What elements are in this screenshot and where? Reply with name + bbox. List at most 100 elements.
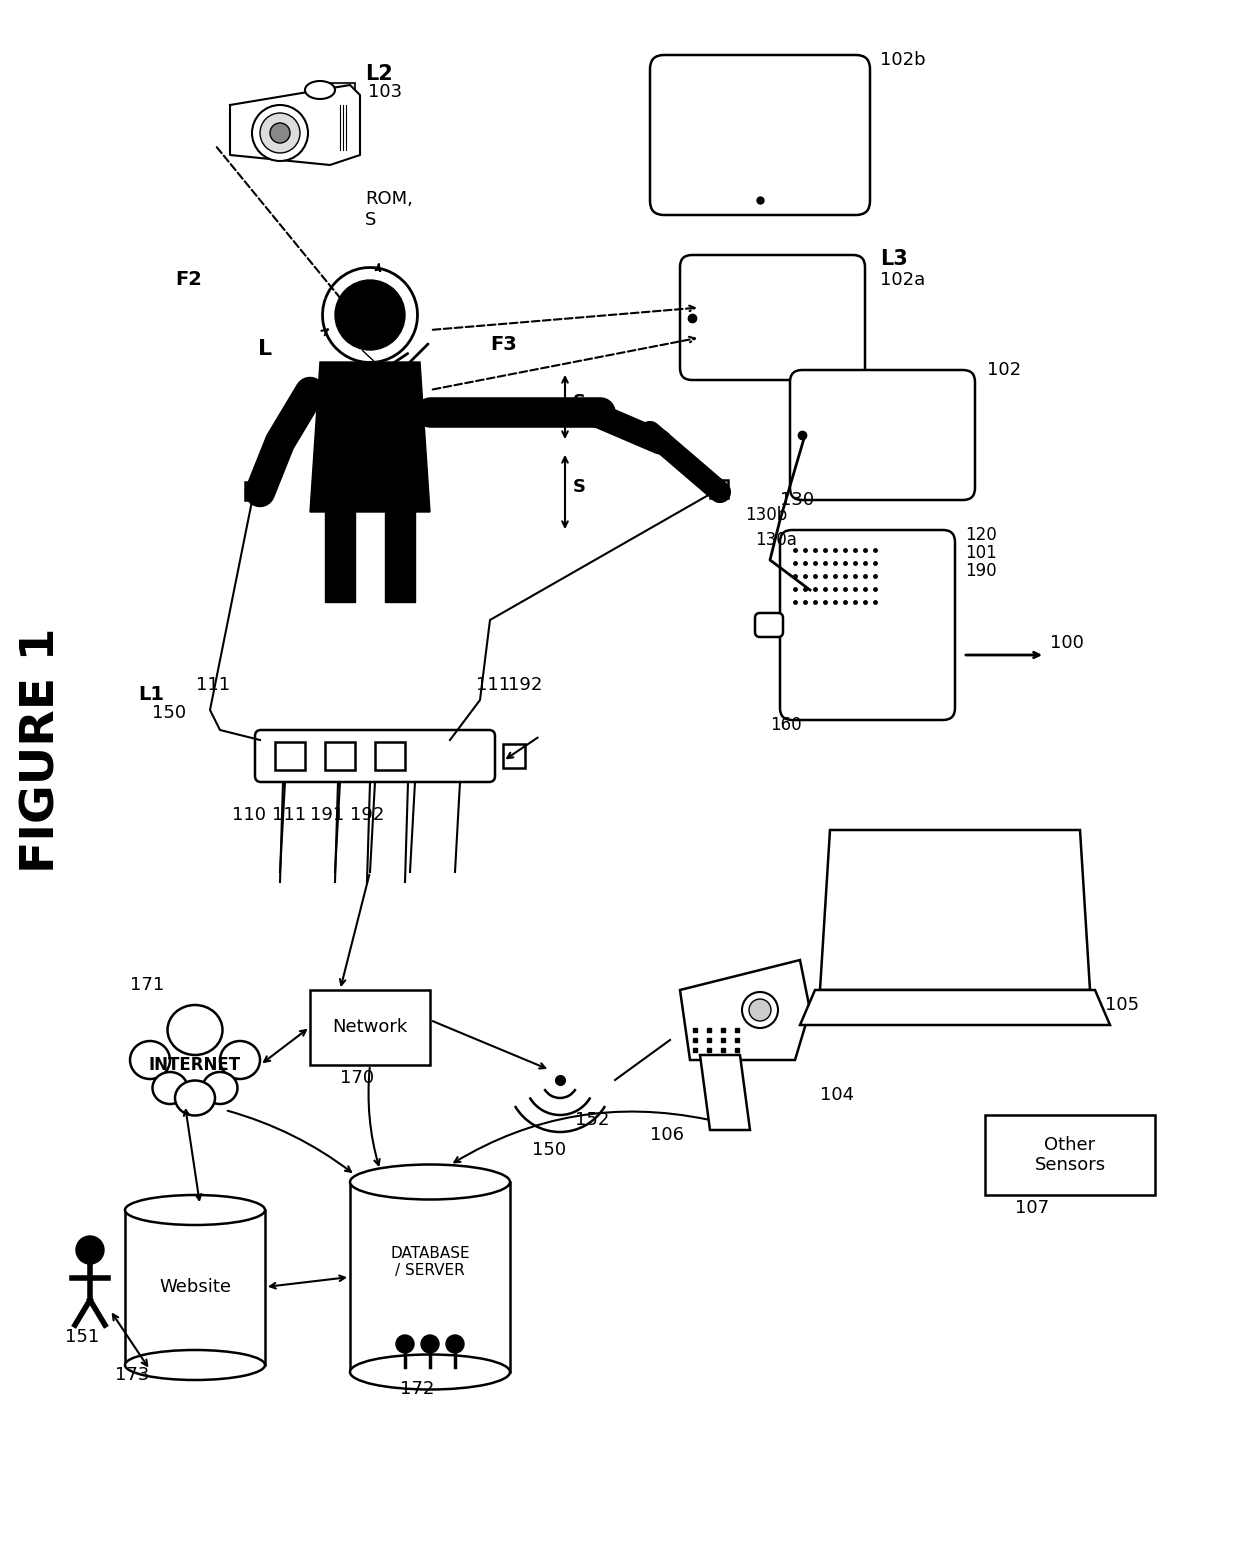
Text: F3: F3: [490, 336, 517, 354]
Text: ROM,
S: ROM, S: [365, 190, 413, 229]
Text: L: L: [258, 339, 272, 359]
Bar: [837, 998, 856, 1002]
Bar: [947, 1012, 965, 1016]
Text: Other
Sensors: Other Sensors: [1034, 1135, 1106, 1174]
Text: L3: L3: [880, 249, 908, 269]
Text: 101: 101: [965, 545, 997, 562]
Text: 107: 107: [1016, 1199, 1049, 1217]
Bar: [1035, 998, 1053, 1002]
Ellipse shape: [305, 80, 335, 99]
Bar: [315, 84, 355, 104]
Ellipse shape: [125, 1351, 265, 1380]
Text: 130a: 130a: [755, 531, 797, 549]
Text: 172: 172: [401, 1380, 434, 1398]
FancyBboxPatch shape: [650, 56, 870, 215]
Text: S: S: [573, 478, 587, 497]
Bar: [859, 1019, 877, 1024]
Bar: [325, 743, 355, 770]
Bar: [968, 1019, 987, 1024]
Text: 171: 171: [130, 976, 164, 995]
Ellipse shape: [130, 1041, 170, 1078]
Text: 150: 150: [153, 704, 186, 722]
FancyBboxPatch shape: [755, 613, 782, 637]
Circle shape: [76, 1236, 104, 1264]
Bar: [859, 1006, 877, 1010]
Bar: [968, 1012, 987, 1016]
Bar: [1013, 1006, 1030, 1010]
Polygon shape: [701, 1055, 750, 1129]
Text: 111: 111: [476, 676, 510, 695]
Text: INTERNET: INTERNET: [149, 1057, 241, 1074]
Bar: [859, 1012, 877, 1016]
Text: 151: 151: [64, 1327, 99, 1346]
Polygon shape: [680, 961, 810, 1060]
Text: 111: 111: [272, 806, 306, 825]
Bar: [1035, 1012, 1053, 1016]
Bar: [1035, 1006, 1053, 1010]
Text: DATABASE
/ SERVER: DATABASE / SERVER: [391, 1245, 470, 1278]
Text: 190: 190: [965, 562, 997, 580]
Bar: [991, 1012, 1009, 1016]
Ellipse shape: [125, 1194, 265, 1225]
Bar: [903, 1012, 921, 1016]
Circle shape: [446, 1335, 464, 1354]
Text: 192: 192: [508, 676, 542, 695]
Ellipse shape: [219, 1041, 260, 1078]
Text: 110: 110: [232, 806, 267, 825]
Polygon shape: [362, 350, 378, 365]
Text: 102: 102: [987, 360, 1021, 379]
Bar: [991, 1006, 1009, 1010]
Bar: [711, 480, 728, 498]
Circle shape: [396, 1335, 414, 1354]
FancyBboxPatch shape: [790, 370, 975, 500]
Text: 104: 104: [820, 1086, 854, 1105]
Text: Network: Network: [332, 1018, 408, 1036]
Bar: [815, 1006, 833, 1010]
Bar: [947, 1019, 965, 1024]
Bar: [1013, 1019, 1030, 1024]
FancyBboxPatch shape: [780, 531, 955, 719]
Polygon shape: [325, 501, 355, 602]
Bar: [350, 1182, 510, 1372]
Text: 102b: 102b: [880, 51, 925, 70]
Circle shape: [335, 280, 405, 350]
Bar: [985, 1115, 1154, 1194]
Bar: [246, 483, 263, 500]
Text: 105: 105: [1105, 996, 1140, 1013]
Bar: [815, 1012, 833, 1016]
Text: 191: 191: [310, 806, 345, 825]
Bar: [310, 990, 430, 1064]
Text: 170: 170: [340, 1069, 374, 1088]
Bar: [275, 743, 305, 770]
Text: FIGURE 1: FIGURE 1: [20, 627, 64, 873]
Bar: [1013, 998, 1030, 1002]
Ellipse shape: [350, 1165, 510, 1199]
Bar: [837, 1006, 856, 1010]
Text: F2: F2: [175, 271, 202, 289]
Bar: [925, 1006, 942, 1010]
Ellipse shape: [175, 1080, 215, 1115]
Bar: [903, 998, 921, 1002]
Text: L1: L1: [138, 685, 164, 704]
Bar: [374, 743, 405, 770]
Polygon shape: [229, 85, 360, 166]
Bar: [968, 998, 987, 1002]
Bar: [815, 1019, 833, 1024]
Bar: [1056, 1019, 1075, 1024]
Text: 100: 100: [1050, 634, 1084, 651]
Circle shape: [422, 1335, 439, 1354]
Ellipse shape: [350, 1355, 510, 1389]
Bar: [125, 1210, 265, 1364]
Bar: [968, 1006, 987, 1010]
Bar: [925, 1019, 942, 1024]
Text: 111: 111: [196, 676, 231, 695]
Circle shape: [742, 992, 777, 1029]
Text: 130: 130: [780, 490, 815, 509]
Polygon shape: [384, 501, 415, 602]
Text: 120: 120: [965, 526, 997, 545]
Text: 152: 152: [575, 1111, 609, 1129]
Text: L2: L2: [365, 63, 393, 84]
Bar: [837, 1012, 856, 1016]
Bar: [503, 744, 525, 767]
Text: S: S: [573, 393, 587, 412]
